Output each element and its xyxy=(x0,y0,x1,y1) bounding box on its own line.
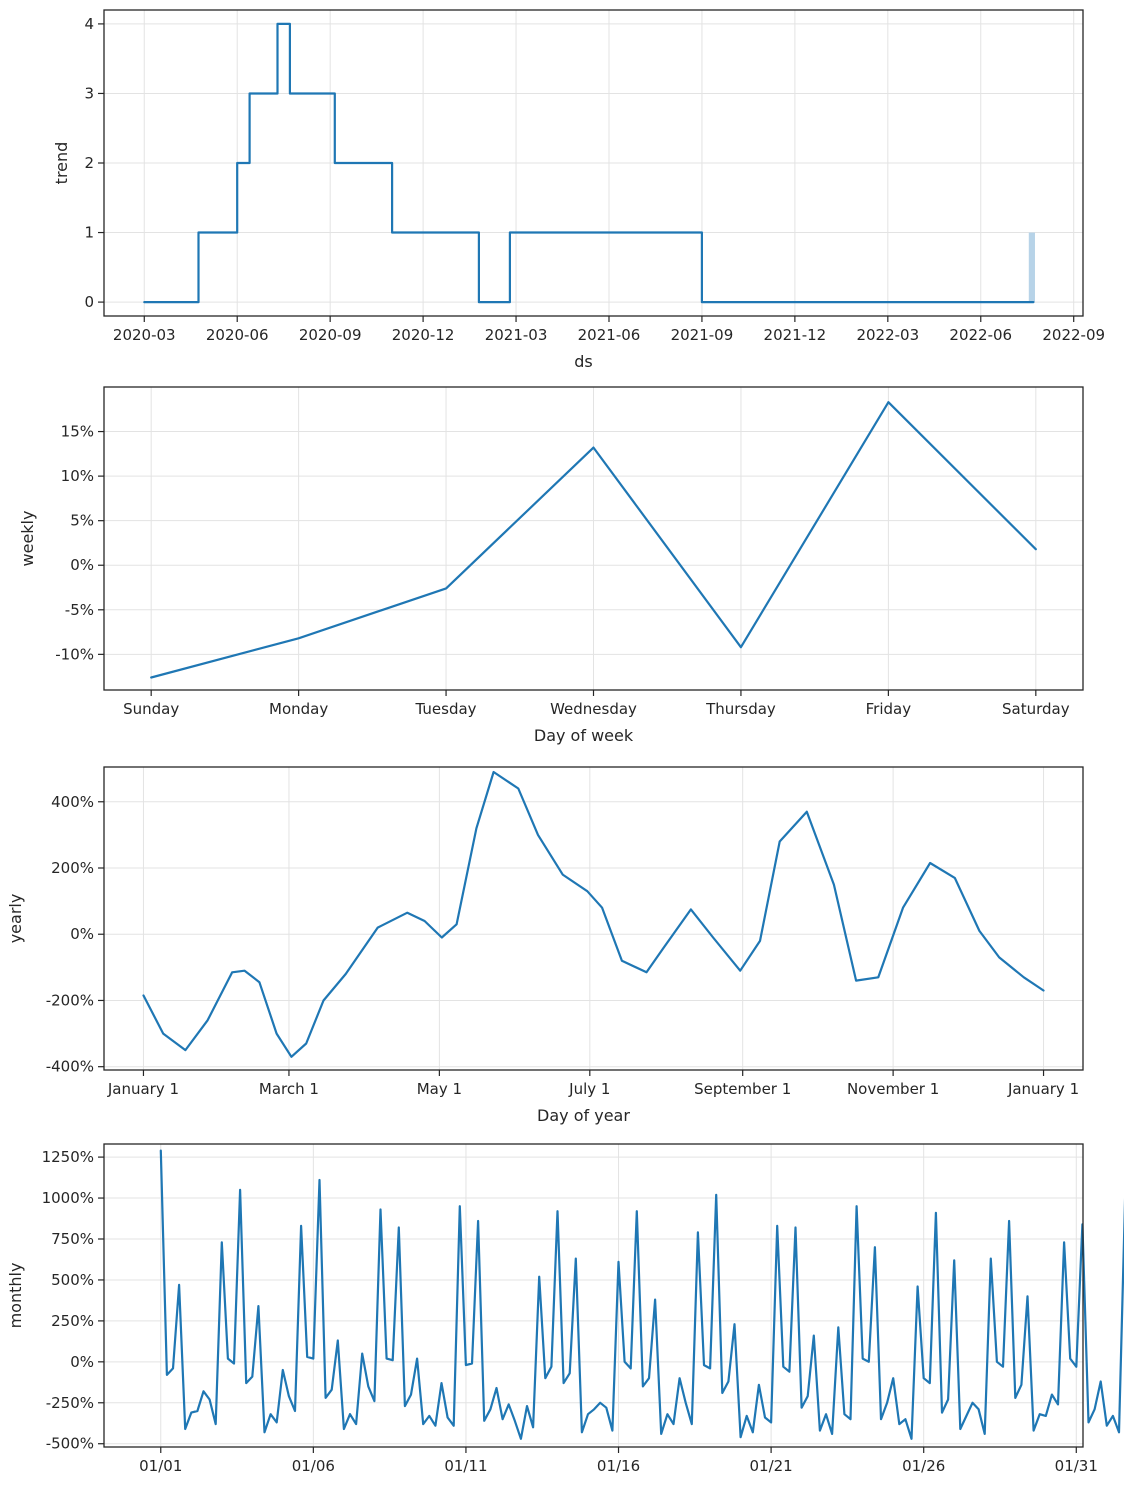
x-tick-label-trend-5: 2021-06 xyxy=(578,326,641,344)
y-axis-label-yearly: yearly xyxy=(6,894,25,944)
chart-monthly: 01/01 01/06 01/11 01/16 01/21 01/26 01/31 -500%… xyxy=(6,1143,1124,1475)
x-tick-label-monthly-1: 01/06 xyxy=(292,1457,335,1475)
y-tick-label-trend-2: 2 xyxy=(84,154,94,172)
y-tick-label-monthly-2: 0% xyxy=(70,1353,94,1371)
x-axis-label-weekly: Day of week xyxy=(534,726,634,745)
y-axis-label-monthly: monthly xyxy=(6,1263,25,1329)
chart-trend: 2020-03 2020-06 2020-09 2020-12 2021-03 2021-… xyxy=(52,9,1105,371)
chart-weekly: Sunday Monday Tuesday Wednesday Thursday Frid… xyxy=(18,386,1084,745)
x-tick-label-yearly-0: January 1 xyxy=(107,1080,179,1098)
x-tick-label-trend-2: 2020-09 xyxy=(299,326,362,344)
y-axis-label-trend: trend xyxy=(52,142,71,185)
chart-yearly: January 1 March 1 May 1 July 1 September 1 No… xyxy=(6,766,1084,1125)
series-line-monthly xyxy=(159,1149,1124,1440)
y-tick-label-yearly-4: 400% xyxy=(51,793,94,811)
y-tick-label-trend-3: 3 xyxy=(84,84,94,102)
x-tick-label-trend-3: 2020-12 xyxy=(392,326,455,344)
y-tick-label-yearly-2: 0% xyxy=(70,925,94,943)
y-tick-label-yearly-1: -200% xyxy=(46,991,94,1009)
x-tick-label-yearly-2: May 1 xyxy=(417,1080,462,1098)
x-tick-label-weekly-2: Tuesday xyxy=(415,700,477,718)
y-tick-label-trend-1: 1 xyxy=(84,224,94,242)
series-line-yearly xyxy=(142,770,1045,1058)
plot-frame-yearly xyxy=(103,766,1084,1071)
x-tick-label-yearly-3: July 1 xyxy=(568,1080,610,1098)
y-tick-label-monthly-3: 250% xyxy=(51,1312,94,1330)
series-line-weekly xyxy=(150,401,1037,679)
y-tick-label-weekly-2: 0% xyxy=(70,556,94,574)
x-tick-label-trend-8: 2022-03 xyxy=(856,326,919,344)
x-tick-label-weekly-5: Friday xyxy=(866,700,912,718)
x-tick-label-yearly-6: January 1 xyxy=(1007,1080,1079,1098)
x-tick-label-trend-7: 2021-12 xyxy=(764,326,827,344)
y-tick-label-trend-0: 0 xyxy=(84,293,94,311)
x-tick-label-monthly-2: 01/11 xyxy=(444,1457,487,1475)
x-tick-label-trend-10: 2022-09 xyxy=(1042,326,1105,344)
x-tick-label-monthly-0: 01/01 xyxy=(139,1457,182,1475)
x-tick-label-trend-0: 2020-03 xyxy=(113,326,176,344)
x-tick-label-weekly-6: Saturday xyxy=(1002,700,1070,718)
y-tick-label-yearly-3: 200% xyxy=(51,859,94,877)
uncertainty-band-trend-0 xyxy=(1028,232,1035,303)
y-tick-label-weekly-5: 15% xyxy=(61,423,94,441)
y-tick-label-yearly-0: -400% xyxy=(46,1058,94,1076)
y-tick-label-weekly-1: -5% xyxy=(65,601,94,619)
y-tick-label-monthly-1: -250% xyxy=(46,1394,94,1412)
x-tick-label-monthly-5: 01/26 xyxy=(902,1457,945,1475)
y-axis-label-weekly: weekly xyxy=(18,511,37,567)
x-tick-label-monthly-4: 01/21 xyxy=(749,1457,792,1475)
x-tick-label-yearly-1: March 1 xyxy=(259,1080,319,1098)
y-tick-label-weekly-0: -10% xyxy=(55,645,94,663)
x-axis-label-yearly: Day of year xyxy=(537,1106,630,1125)
x-tick-label-weekly-4: Thursday xyxy=(705,700,776,718)
plot-frame-monthly xyxy=(103,1143,1084,1448)
x-tick-label-weekly-1: Monday xyxy=(269,700,328,718)
x-tick-label-trend-4: 2021-03 xyxy=(485,326,548,344)
x-tick-label-trend-1: 2020-06 xyxy=(206,326,269,344)
x-tick-label-yearly-5: November 1 xyxy=(847,1080,939,1098)
x-axis-label-trend: ds xyxy=(574,352,593,371)
x-tick-label-trend-6: 2021-09 xyxy=(671,326,734,344)
series-line-trend xyxy=(143,22,1035,304)
x-tick-label-weekly-0: Sunday xyxy=(123,700,179,718)
x-tick-label-trend-9: 2022-06 xyxy=(949,326,1012,344)
y-tick-label-weekly-3: 5% xyxy=(70,512,94,530)
y-tick-label-monthly-5: 750% xyxy=(51,1230,94,1248)
y-tick-label-monthly-7: 1250% xyxy=(42,1148,94,1166)
y-tick-label-monthly-4: 500% xyxy=(51,1271,94,1289)
y-tick-label-monthly-0: -500% xyxy=(46,1435,94,1453)
x-tick-label-monthly-3: 01/16 xyxy=(597,1457,640,1475)
y-tick-label-trend-4: 4 xyxy=(84,15,94,33)
x-tick-label-yearly-4: September 1 xyxy=(694,1080,791,1098)
x-tick-label-monthly-6: 01/31 xyxy=(1055,1457,1098,1475)
y-tick-label-monthly-6: 1000% xyxy=(42,1189,94,1207)
x-tick-label-weekly-3: Wednesday xyxy=(550,700,637,718)
y-tick-label-weekly-4: 10% xyxy=(61,467,94,485)
